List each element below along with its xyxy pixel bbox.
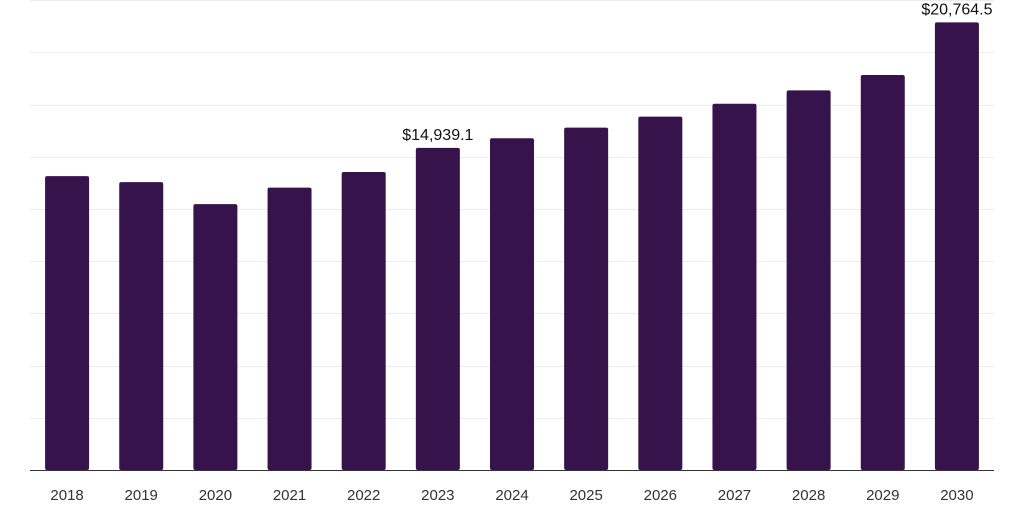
x-tick-label: 2025: [569, 487, 602, 504]
x-tick-label: 2024: [495, 487, 528, 504]
x-tick-label: 2030: [940, 487, 973, 504]
bar-2024: [490, 138, 534, 470]
x-tick-label: 2021: [273, 487, 306, 504]
x-tick-label: 2019: [125, 487, 158, 504]
x-tick-label: 2022: [347, 487, 380, 504]
x-tick-label: 2020: [199, 487, 232, 504]
data-labels: $14,939.1 $20,764.5: [402, 1, 992, 144]
bar-2028: [786, 90, 831, 470]
x-tick-label: 2023: [421, 487, 454, 504]
x-tick-label: 2029: [866, 487, 899, 504]
bar-2018: [45, 176, 90, 470]
bar-2023: [415, 147, 460, 471]
data-label: $20,764.5: [921, 1, 992, 18]
bar-2022: [341, 172, 386, 471]
bar-2027: [712, 103, 757, 470]
x-axis: 2018 2019 2020 2021 2022 2023 2024 2025 2026 2027…: [30, 470, 994, 504]
x-tick-label: 2028: [792, 487, 825, 504]
bar-2026: [638, 116, 683, 470]
bars: [45, 22, 979, 471]
bar-2025: [564, 127, 609, 470]
bar-2030: [934, 22, 979, 470]
x-tick-label: 2018: [50, 487, 83, 504]
bar-2020: [193, 204, 238, 471]
bar-2021: [267, 187, 312, 470]
bar-2019: [119, 182, 164, 470]
x-tick-label: 2026: [644, 487, 677, 504]
data-label: $14,939.1: [402, 127, 473, 144]
x-tick-label: 2027: [718, 487, 751, 504]
bar-2029: [860, 75, 905, 470]
